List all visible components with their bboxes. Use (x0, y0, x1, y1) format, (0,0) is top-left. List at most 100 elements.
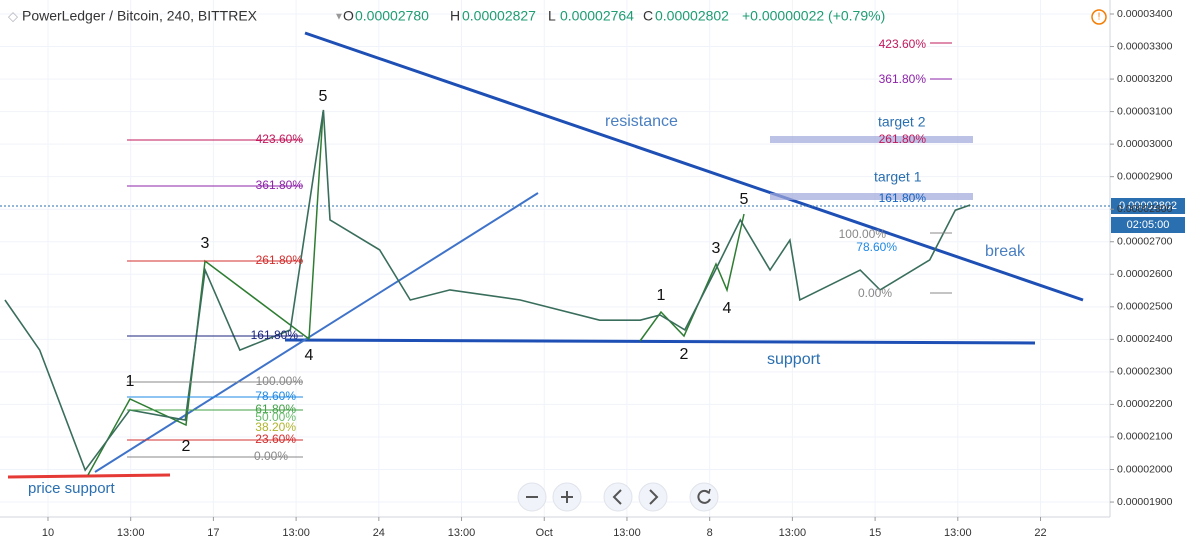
ohlc-label: O (343, 8, 354, 24)
scroll-left-button[interactable] (603, 482, 633, 512)
x-tick-label: 13:00 (282, 527, 310, 539)
x-tick-label: 13:00 (779, 527, 807, 539)
annotation: 50.00% (255, 410, 296, 424)
annotation: 423.60% (256, 132, 304, 146)
annotation: 3 (201, 235, 210, 252)
trend-line (94, 192, 539, 473)
annotation: support (767, 351, 821, 368)
y-tick-label: 0.00003100 (1117, 105, 1173, 117)
target-zone (770, 136, 973, 143)
annotation: 261.80% (256, 253, 304, 267)
resistance-line (304, 31, 1084, 302)
annotation: 5 (319, 88, 328, 105)
y-tick-label: 0.00002100 (1117, 431, 1173, 443)
dropdown[interactable]: ▼ (334, 12, 344, 23)
y-tick-label: 0.00003400 (1117, 8, 1173, 20)
x-tick-label: 10 (42, 527, 54, 539)
annotation: 3 (712, 240, 721, 257)
x-tick-label: 24 (373, 527, 385, 539)
icon (649, 489, 659, 505)
x-tick-label: 13:00 (944, 527, 972, 539)
annotation: target 2 (878, 114, 926, 130)
ohlc-value: 0.00002827 (462, 8, 536, 24)
series (4, 109, 971, 472)
annotation: 0.00% (254, 449, 288, 463)
annotation: 361.80% (256, 178, 304, 192)
annotation: 161.80% (251, 328, 299, 342)
y-tick-label: 0.00001900 (1117, 496, 1173, 508)
change: +0.00000022 (+0.79%) (742, 8, 885, 24)
annotation: 1 (126, 373, 135, 390)
annotation: 423.60% (879, 37, 927, 51)
x-tick-label: 17 (207, 527, 219, 539)
x-tick-label: 13:00 (613, 527, 641, 539)
x-tick-label: 13:00 (448, 527, 476, 539)
y-tick-label: 0.00003000 (1117, 138, 1173, 150)
toolbar (517, 482, 719, 512)
x-tick-label: 13:00 (117, 527, 145, 539)
reset-button[interactable] (689, 482, 719, 512)
annotation: 61.80% (255, 402, 296, 416)
annotation: 78.60% (856, 240, 897, 254)
ohlc-label: L (548, 8, 556, 24)
annotation: 1 (657, 287, 666, 304)
scroll-right-button[interactable] (638, 482, 668, 512)
y-tick-label: 0.00002200 (1117, 398, 1173, 410)
icon (612, 489, 622, 505)
price-tag-text: 0.00002802 (1119, 200, 1177, 212)
annotation: 5 (740, 191, 749, 208)
y-tick-label: 0.00003200 (1117, 73, 1173, 85)
support-line (284, 338, 1036, 345)
annotation: 4 (305, 347, 314, 364)
x-tick-label: 22 (1034, 527, 1046, 539)
price-support-line (7, 473, 171, 479)
annotation: 4 (723, 300, 732, 317)
y-tick-label: 0.00003300 (1117, 40, 1173, 52)
countdown-text: 02:05:00 (1127, 219, 1170, 231)
annotation: 361.80% (879, 72, 927, 86)
ohlc-value: 0.00002780 (355, 8, 429, 24)
annotation: price support (28, 480, 116, 497)
y-tick-label: 0.00002300 (1117, 366, 1173, 378)
countdown-tag (1111, 217, 1185, 233)
y-tick-label: 0.00002000 (1117, 463, 1173, 475)
y-tick-label: 0.00002400 (1117, 333, 1173, 345)
y-tick-label: 0.00002800 (1117, 203, 1173, 215)
annotation: 2 (680, 346, 689, 363)
annotation: resistance (605, 113, 678, 130)
ohlc-label: H (450, 8, 460, 24)
target-zone (770, 193, 973, 200)
annotation: 0.00% (858, 286, 892, 300)
annotation: break (985, 243, 1026, 260)
annotation: 261.80% (879, 132, 927, 146)
annotation: 161.80% (879, 191, 927, 205)
annotation: target 1 (874, 169, 922, 185)
alert-icon: ! (1098, 12, 1101, 23)
annotation: 2 (182, 438, 191, 455)
annotation: 23.60% (255, 432, 296, 446)
x-tick-label: Oct (536, 527, 553, 539)
icon (704, 488, 711, 495)
icon: ◇ (8, 8, 18, 23)
y-tick-label: 0.00002700 (1117, 236, 1173, 248)
annotation: 100.00% (256, 374, 304, 388)
x-tick-label: 15 (869, 527, 881, 539)
annotations: resistance support break price support targe… (28, 37, 1026, 497)
ohlc-value: 0.00002802 (655, 8, 729, 24)
annotation: 78.60% (255, 389, 296, 403)
price-tag (1111, 198, 1185, 214)
y-tick-label: 0.00002600 (1117, 268, 1173, 280)
x-tick-label: 8 (707, 527, 713, 539)
grid (0, 0, 1110, 517)
ohlc-label: C (643, 8, 653, 24)
price-line (4, 109, 971, 472)
ohlc-value: 0.00002764 (560, 8, 634, 24)
alert-icon[interactable] (1091, 9, 1107, 25)
annotation: 38.20% (255, 420, 296, 434)
annotation: 100.00% (839, 227, 887, 241)
y-tick-label: 0.00002900 (1117, 170, 1173, 182)
y-tick-label: 0.00002500 (1117, 301, 1173, 313)
symbol[interactable]: PowerLedger / Bitcoin, 240, BITTREX (22, 8, 258, 24)
